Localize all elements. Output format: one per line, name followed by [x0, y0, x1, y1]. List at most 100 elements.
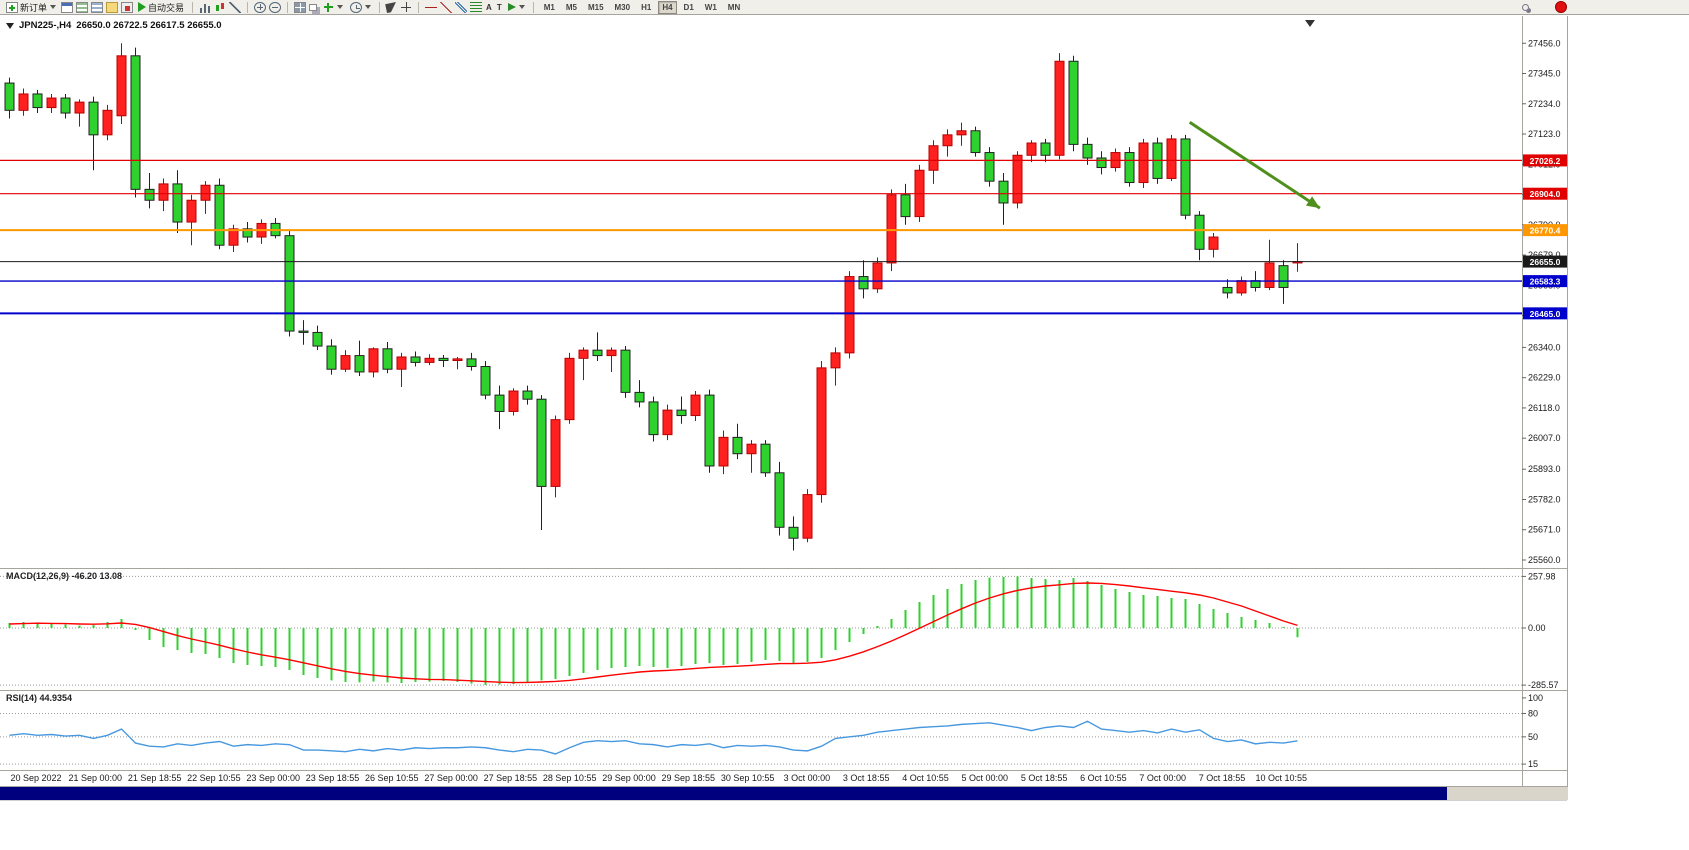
- candle: [1012, 151, 1023, 209]
- candle: [298, 320, 309, 345]
- timeframe-m5-button[interactable]: M5: [565, 2, 577, 12]
- price-tick-label: 26679.0: [1528, 250, 1561, 260]
- date-label: 21 Sep 18:55: [128, 773, 182, 783]
- candle: [116, 43, 127, 124]
- terminal-icon[interactable]: [121, 1, 134, 13]
- macd-label: MACD(12,26,9) -46.20 13.08: [6, 571, 123, 581]
- channel-icon[interactable]: [455, 1, 467, 13]
- candle: [662, 404, 673, 441]
- horizontal-line-icon[interactable]: [425, 1, 438, 13]
- search-icon[interactable]: [1522, 3, 1529, 11]
- rsi-label: RSI(14) 44.9354: [6, 693, 73, 703]
- timeframe-m15-button[interactable]: M15: [587, 2, 604, 12]
- candle: [1096, 151, 1107, 175]
- toolbar-separator: [192, 1, 194, 13]
- price-tick-label: 26340.0: [1528, 342, 1561, 352]
- timeframe-h1-button[interactable]: H1: [641, 2, 652, 12]
- cursor-icon[interactable]: [385, 1, 398, 13]
- period-icon: [350, 1, 363, 13]
- zoom-in-icon[interactable]: [254, 1, 267, 13]
- toolbar: 新订单 自动交易: [0, 0, 1689, 15]
- scrollbar-thumb[interactable]: [0, 787, 1447, 800]
- candle: [998, 172, 1009, 225]
- new-order-label: 新订单: [20, 2, 48, 13]
- candle: [1180, 134, 1191, 220]
- candle: [900, 183, 911, 225]
- chevron-down-icon: [50, 5, 57, 9]
- candlestick-icon[interactable]: [214, 1, 226, 13]
- candle: [144, 172, 155, 209]
- candle: [830, 347, 841, 386]
- rsi-axis-label: 50: [1528, 732, 1538, 742]
- market-watch-icon[interactable]: [76, 1, 89, 13]
- price-tag: 26465.0: [1523, 307, 1567, 320]
- candlesticks: [4, 43, 1303, 551]
- candle: [578, 347, 589, 381]
- chart-window-icon[interactable]: [61, 1, 74, 13]
- trendline-icon[interactable]: [440, 1, 453, 13]
- cascade-windows-icon[interactable]: [309, 3, 318, 11]
- navigator-icon[interactable]: [106, 1, 119, 13]
- candle: [718, 430, 729, 475]
- candle: [340, 350, 351, 372]
- rsi-line: [9, 720, 1298, 755]
- timeframe-m30-button[interactable]: M30: [614, 2, 631, 12]
- zoom-out-icon[interactable]: [269, 1, 282, 13]
- tile-windows-icon[interactable]: [294, 1, 307, 13]
- play-icon: [138, 2, 147, 12]
- toolbar-separator: [418, 1, 420, 13]
- date-label: 6 Oct 10:55: [1080, 773, 1127, 783]
- fibonacci-icon[interactable]: [470, 1, 483, 13]
- line-chart-icon[interactable]: [229, 1, 242, 13]
- chart-plot-area[interactable]: [0, 16, 1522, 770]
- candle: [1054, 53, 1065, 160]
- date-label: 7 Oct 18:55: [1199, 773, 1246, 783]
- crosshair-icon[interactable]: [400, 1, 412, 13]
- rsi-axis-label: 15: [1528, 759, 1538, 769]
- symbol-dropdown-icon[interactable]: [6, 22, 14, 29]
- auto-trading-button[interactable]: 自动交易: [136, 1, 186, 14]
- candle: [690, 391, 701, 422]
- horizontal-scrollbar[interactable]: [0, 787, 1568, 800]
- price-tag: 26904.0: [1523, 187, 1567, 200]
- timeframe-m1-button[interactable]: M1: [543, 2, 555, 12]
- date-label: 4 Oct 10:55: [902, 773, 949, 783]
- price-tick-label: 27456.0: [1528, 38, 1561, 48]
- date-label: 5 Oct 00:00: [962, 773, 1009, 783]
- candle: [732, 423, 743, 460]
- candle: [1138, 138, 1149, 188]
- toolbar-separator: [247, 1, 249, 13]
- candle: [242, 222, 253, 243]
- price-tick-label: 27345.0: [1528, 69, 1561, 79]
- text-icon[interactable]: A: [486, 2, 492, 12]
- toolbar-separator: [532, 1, 534, 13]
- shapes-button[interactable]: [506, 1, 527, 14]
- candle: [634, 380, 645, 408]
- candle: [410, 351, 421, 367]
- date-label: 26 Sep 10:55: [365, 773, 419, 783]
- timeframe-h4-button[interactable]: H4: [658, 0, 677, 14]
- price-tick-label: 26229.0: [1528, 373, 1561, 383]
- text-label-icon[interactable]: T: [496, 2, 502, 12]
- candle: [620, 346, 631, 398]
- candle: [1194, 211, 1205, 261]
- svg-text:26770.4: 26770.4: [1530, 226, 1561, 236]
- auto-trading-label: 自动交易: [148, 2, 185, 13]
- timeframe-d1-button[interactable]: D1: [683, 2, 694, 12]
- new-order-button[interactable]: 新订单: [4, 1, 58, 14]
- candle: [956, 122, 967, 146]
- bar-chart-icon[interactable]: [199, 1, 211, 13]
- notification-icon[interactable]: [1555, 1, 1567, 13]
- add-indicator-button[interactable]: [320, 1, 345, 14]
- candle: [746, 440, 757, 473]
- candle: [354, 340, 365, 377]
- timeframe-mn-button[interactable]: MN: [727, 2, 741, 12]
- rsi-axis-label: 100: [1528, 693, 1543, 703]
- candle: [326, 339, 337, 375]
- timeframe-w1-button[interactable]: W1: [704, 2, 717, 12]
- data-window-icon[interactable]: [91, 1, 104, 13]
- period-button[interactable]: [348, 1, 373, 14]
- candle: [1124, 147, 1135, 187]
